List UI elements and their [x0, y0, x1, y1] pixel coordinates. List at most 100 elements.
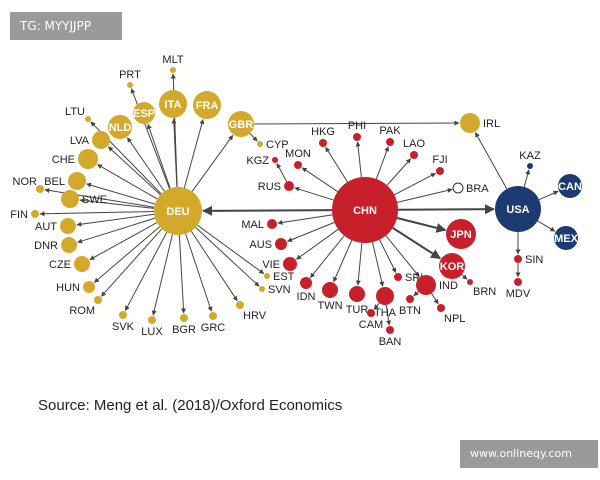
node-fji: FJI: [432, 154, 448, 175]
node-label-pak: PAK: [379, 125, 401, 137]
node-swe: SWE: [61, 190, 107, 208]
node-circle-cam: [367, 309, 375, 317]
node-circle-mlt: [170, 67, 176, 73]
edge-rus-kgz: [276, 163, 288, 182]
node-circle-ban: [386, 326, 394, 334]
node-circle-tur: [349, 286, 365, 302]
node-circle-chn: [332, 177, 398, 243]
node-circle-aut: [60, 218, 76, 234]
node-label-est: EST: [273, 271, 295, 283]
edge-deu-lva: [107, 146, 161, 196]
node-circle-kaz: [527, 163, 533, 169]
edge-chn-sri: [379, 239, 397, 273]
node-label-bgr: BGR: [172, 324, 196, 336]
edge-chn-hkg: [325, 146, 348, 183]
node-label-jpn: JPN: [450, 229, 471, 241]
node-vie: VIE: [262, 257, 297, 271]
edge-chn-twn: [333, 240, 353, 283]
edge-chn-tha: [371, 242, 385, 287]
edge-deu-bel: [86, 182, 156, 205]
node-circle-lva: [92, 131, 110, 149]
source-caption: Source: Meng et al. (2018)/Oxford Econom…: [38, 397, 343, 414]
edge-kor-brn: [461, 274, 468, 280]
node-nor: NOR: [13, 176, 44, 193]
node-label-sin: SIN: [525, 254, 543, 266]
node-label-cze: CZE: [49, 259, 71, 271]
node-label-che: CHE: [52, 154, 75, 166]
node-label-chn: CHN: [353, 205, 377, 217]
node-aut: AUT: [35, 218, 76, 234]
node-circle-est: [264, 273, 270, 279]
edge-usa-irl: [474, 132, 508, 190]
edge-usa-can: [538, 190, 559, 201]
node-circle-bel: [68, 172, 86, 190]
node-label-ban: BAN: [379, 336, 402, 348]
node-circle-bgr: [180, 314, 188, 322]
edge-deu-gbr: [191, 134, 234, 192]
node-circle-prt: [127, 82, 133, 88]
edge-deu-hun: [93, 226, 161, 283]
node-circle-jpn: [446, 219, 476, 249]
node-label-lao: LAO: [403, 138, 425, 150]
edge-deu-che: [97, 164, 158, 200]
node-circle-phi: [353, 133, 361, 141]
node-irl: IRL: [460, 113, 500, 133]
node-lao: LAO: [403, 138, 425, 159]
node-circle-brn: [467, 279, 473, 285]
node-phi: PHI: [348, 120, 366, 141]
node-label-lva: LVA: [70, 135, 90, 147]
edge-ind-btn: [413, 290, 419, 297]
node-label-kor: KOR: [440, 261, 465, 273]
edge-deu-hrv: [190, 230, 238, 302]
node-circle-dnr: [61, 237, 77, 253]
edge-gbr-irl: [253, 120, 460, 126]
node-circle-gbr: [228, 111, 254, 137]
node-circle-usa: [495, 186, 541, 232]
node-lva: LVA: [70, 131, 110, 149]
edge-chn-vie: [296, 228, 339, 260]
node-label-ita: ITA: [165, 99, 182, 111]
edge-chn-lao: [386, 158, 412, 186]
node-circle-rom: [94, 296, 102, 304]
node-label-prt: PRT: [119, 69, 141, 81]
node-label-idn: IDN: [297, 291, 316, 303]
node-circle-ind: [416, 275, 436, 295]
edge-chn-ind: [385, 235, 420, 277]
edge-deu-fra: [183, 118, 205, 188]
node-sin: SIN: [514, 254, 543, 266]
node-dnr: DNR: [34, 237, 77, 253]
node-prt: PRT: [119, 69, 141, 88]
node-circle-btn: [406, 295, 414, 303]
node-circle-hkg: [319, 139, 327, 147]
edge-chn-idn: [310, 235, 345, 278]
node-ind: IND: [416, 275, 458, 295]
edge-gbr-cyp: [249, 133, 258, 142]
node-rus: RUS: [258, 181, 294, 193]
edge-deu-est: [197, 224, 265, 275]
node-circle-vie: [283, 257, 297, 271]
node-label-bel: BEL: [44, 176, 65, 188]
node-circle-fin: [31, 210, 39, 218]
node-circle-kgz: [272, 157, 278, 163]
node-hrv: HRV: [236, 301, 267, 322]
edge-deu-nld: [126, 137, 165, 192]
node-circle-rus: [284, 181, 294, 191]
node-circle-ltu: [85, 116, 91, 122]
edge-deu-bgr: [178, 234, 186, 314]
node-circle-swe: [61, 190, 79, 208]
edge-deu-nor: [44, 188, 155, 208]
node-label-cam: CAM: [359, 319, 383, 331]
node-fra: FRA: [193, 91, 221, 119]
edge-chn-mal: [277, 214, 333, 225]
node-grc: GRC: [201, 312, 225, 334]
edge-chn-tur: [355, 242, 363, 286]
node-idn: IDN: [297, 277, 316, 303]
node-btn: BTN: [399, 295, 421, 317]
node-label-mal: MAL: [241, 219, 264, 231]
node-circle-svk: [119, 311, 127, 319]
edge-deu-aut: [76, 213, 155, 227]
edge-chn-deu: [201, 205, 333, 216]
node-cze: CZE: [49, 256, 90, 272]
node-label-vie: VIE: [262, 259, 280, 271]
node-circle-grc: [209, 312, 217, 320]
